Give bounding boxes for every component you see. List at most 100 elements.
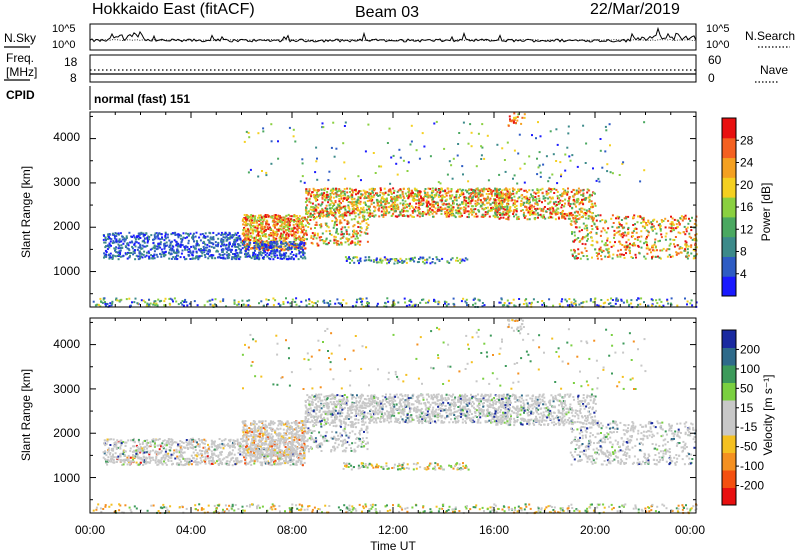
echo-cell: [561, 192, 564, 195]
echo-cell: [250, 214, 253, 217]
echo-cell: [313, 189, 316, 192]
echo-cell: [335, 241, 338, 244]
echo-cell: [489, 203, 492, 206]
echo-cell: [151, 247, 154, 250]
echo-cell: [690, 252, 693, 255]
echo-cell: [555, 209, 558, 212]
echo-cell: [343, 190, 346, 193]
echo-cell: [286, 228, 289, 231]
echo-cell: [542, 214, 545, 217]
echo-cell: [541, 201, 543, 204]
echo-cell: [404, 192, 407, 195]
echo-cell: [665, 232, 668, 235]
echo-cell: [549, 211, 552, 214]
echo-cell: [386, 142, 389, 144]
echo-cell: [292, 135, 295, 138]
echo-cell: [456, 256, 459, 259]
echo-cell: [259, 245, 262, 248]
echo-cell: [437, 206, 440, 209]
echo-cell: [384, 201, 387, 204]
echo-cell: [342, 142, 345, 145]
echo-cell: [599, 138, 602, 140]
echo-cell: [688, 235, 691, 238]
echo-cell: [351, 210, 354, 213]
echo-cell: [373, 205, 376, 208]
echo-cell: [496, 204, 499, 207]
echo-cell: [551, 206, 554, 209]
echo-cell: [549, 190, 552, 193]
echo-cell: [175, 244, 178, 247]
echo-cell: [133, 249, 136, 252]
echo-cell: [627, 215, 630, 218]
echo-cell: [685, 255, 688, 258]
echo-cell: [338, 188, 341, 191]
echo-cell: [602, 227, 605, 230]
echo-cell: [562, 188, 565, 190]
echo-cell: [232, 256, 235, 259]
echo-cell: [267, 215, 270, 218]
echo-cell: [340, 230, 343, 233]
echo-cell: [418, 208, 421, 210]
echo-cell: [156, 245, 159, 248]
echo-cell: [506, 198, 509, 201]
echo-cell: [577, 237, 580, 239]
echo-cell: [204, 237, 207, 239]
echo-cell: [354, 304, 357, 307]
echo-cell: [419, 195, 422, 198]
echo-cell: [112, 232, 114, 235]
echo-cell: [157, 459, 160, 462]
echo-cell: [347, 239, 350, 242]
echo-cell: [222, 257, 225, 260]
echo-cell: [127, 251, 129, 254]
echo-cell: [548, 208, 551, 211]
echo-cell: [295, 228, 298, 231]
echo-cell: [631, 257, 634, 259]
echo-cell: [128, 256, 131, 259]
echo-cell: [324, 187, 327, 190]
echo-cell: [526, 199, 529, 202]
echo-cell: [502, 216, 505, 219]
echo-cell: [145, 305, 148, 308]
echo-cell: [640, 297, 643, 300]
echo-cell: [687, 222, 690, 225]
echo-cell: [626, 245, 629, 248]
echo-cell: [314, 194, 316, 197]
echo-cell: [539, 207, 541, 210]
echo-cell: [421, 298, 423, 301]
echo-cell: [380, 206, 383, 209]
echo-cell: [487, 179, 490, 182]
echo-cell: [553, 192, 556, 194]
echo-cell: [380, 204, 383, 206]
echo-cell: [320, 223, 323, 226]
echo-cell: [332, 193, 335, 196]
echo-cell: [245, 239, 248, 242]
echo-cell: [654, 238, 657, 241]
echo-cell: [105, 304, 107, 307]
echo-cell: [237, 236, 240, 239]
echo-cell: [114, 249, 116, 252]
echo-cell: [355, 233, 358, 236]
echo-cell: [140, 247, 143, 250]
echo-cell: [219, 256, 222, 259]
echo-cell: [256, 219, 259, 222]
echo-cell: [645, 229, 648, 232]
echo-cell: [426, 205, 428, 207]
echo-cell: [242, 303, 245, 306]
echo-cell: [165, 237, 167, 240]
echo-cell: [460, 260, 463, 263]
echo-cell: [647, 230, 650, 233]
echo-cell: [124, 245, 127, 248]
echo-cell: [150, 254, 153, 257]
echo-cell: [512, 121, 515, 124]
echo-cell: [447, 187, 450, 190]
echo-cell: [684, 214, 687, 217]
echo-cell: [429, 262, 432, 265]
echo-cell: [159, 243, 162, 246]
echo-cell: [152, 255, 155, 258]
echo-cell: [637, 303, 640, 306]
echo-cell: [234, 245, 237, 248]
echo-cell: [464, 209, 467, 212]
echo-cell: [206, 235, 209, 238]
echo-cell: [627, 228, 630, 231]
echo-cell: [457, 207, 460, 209]
